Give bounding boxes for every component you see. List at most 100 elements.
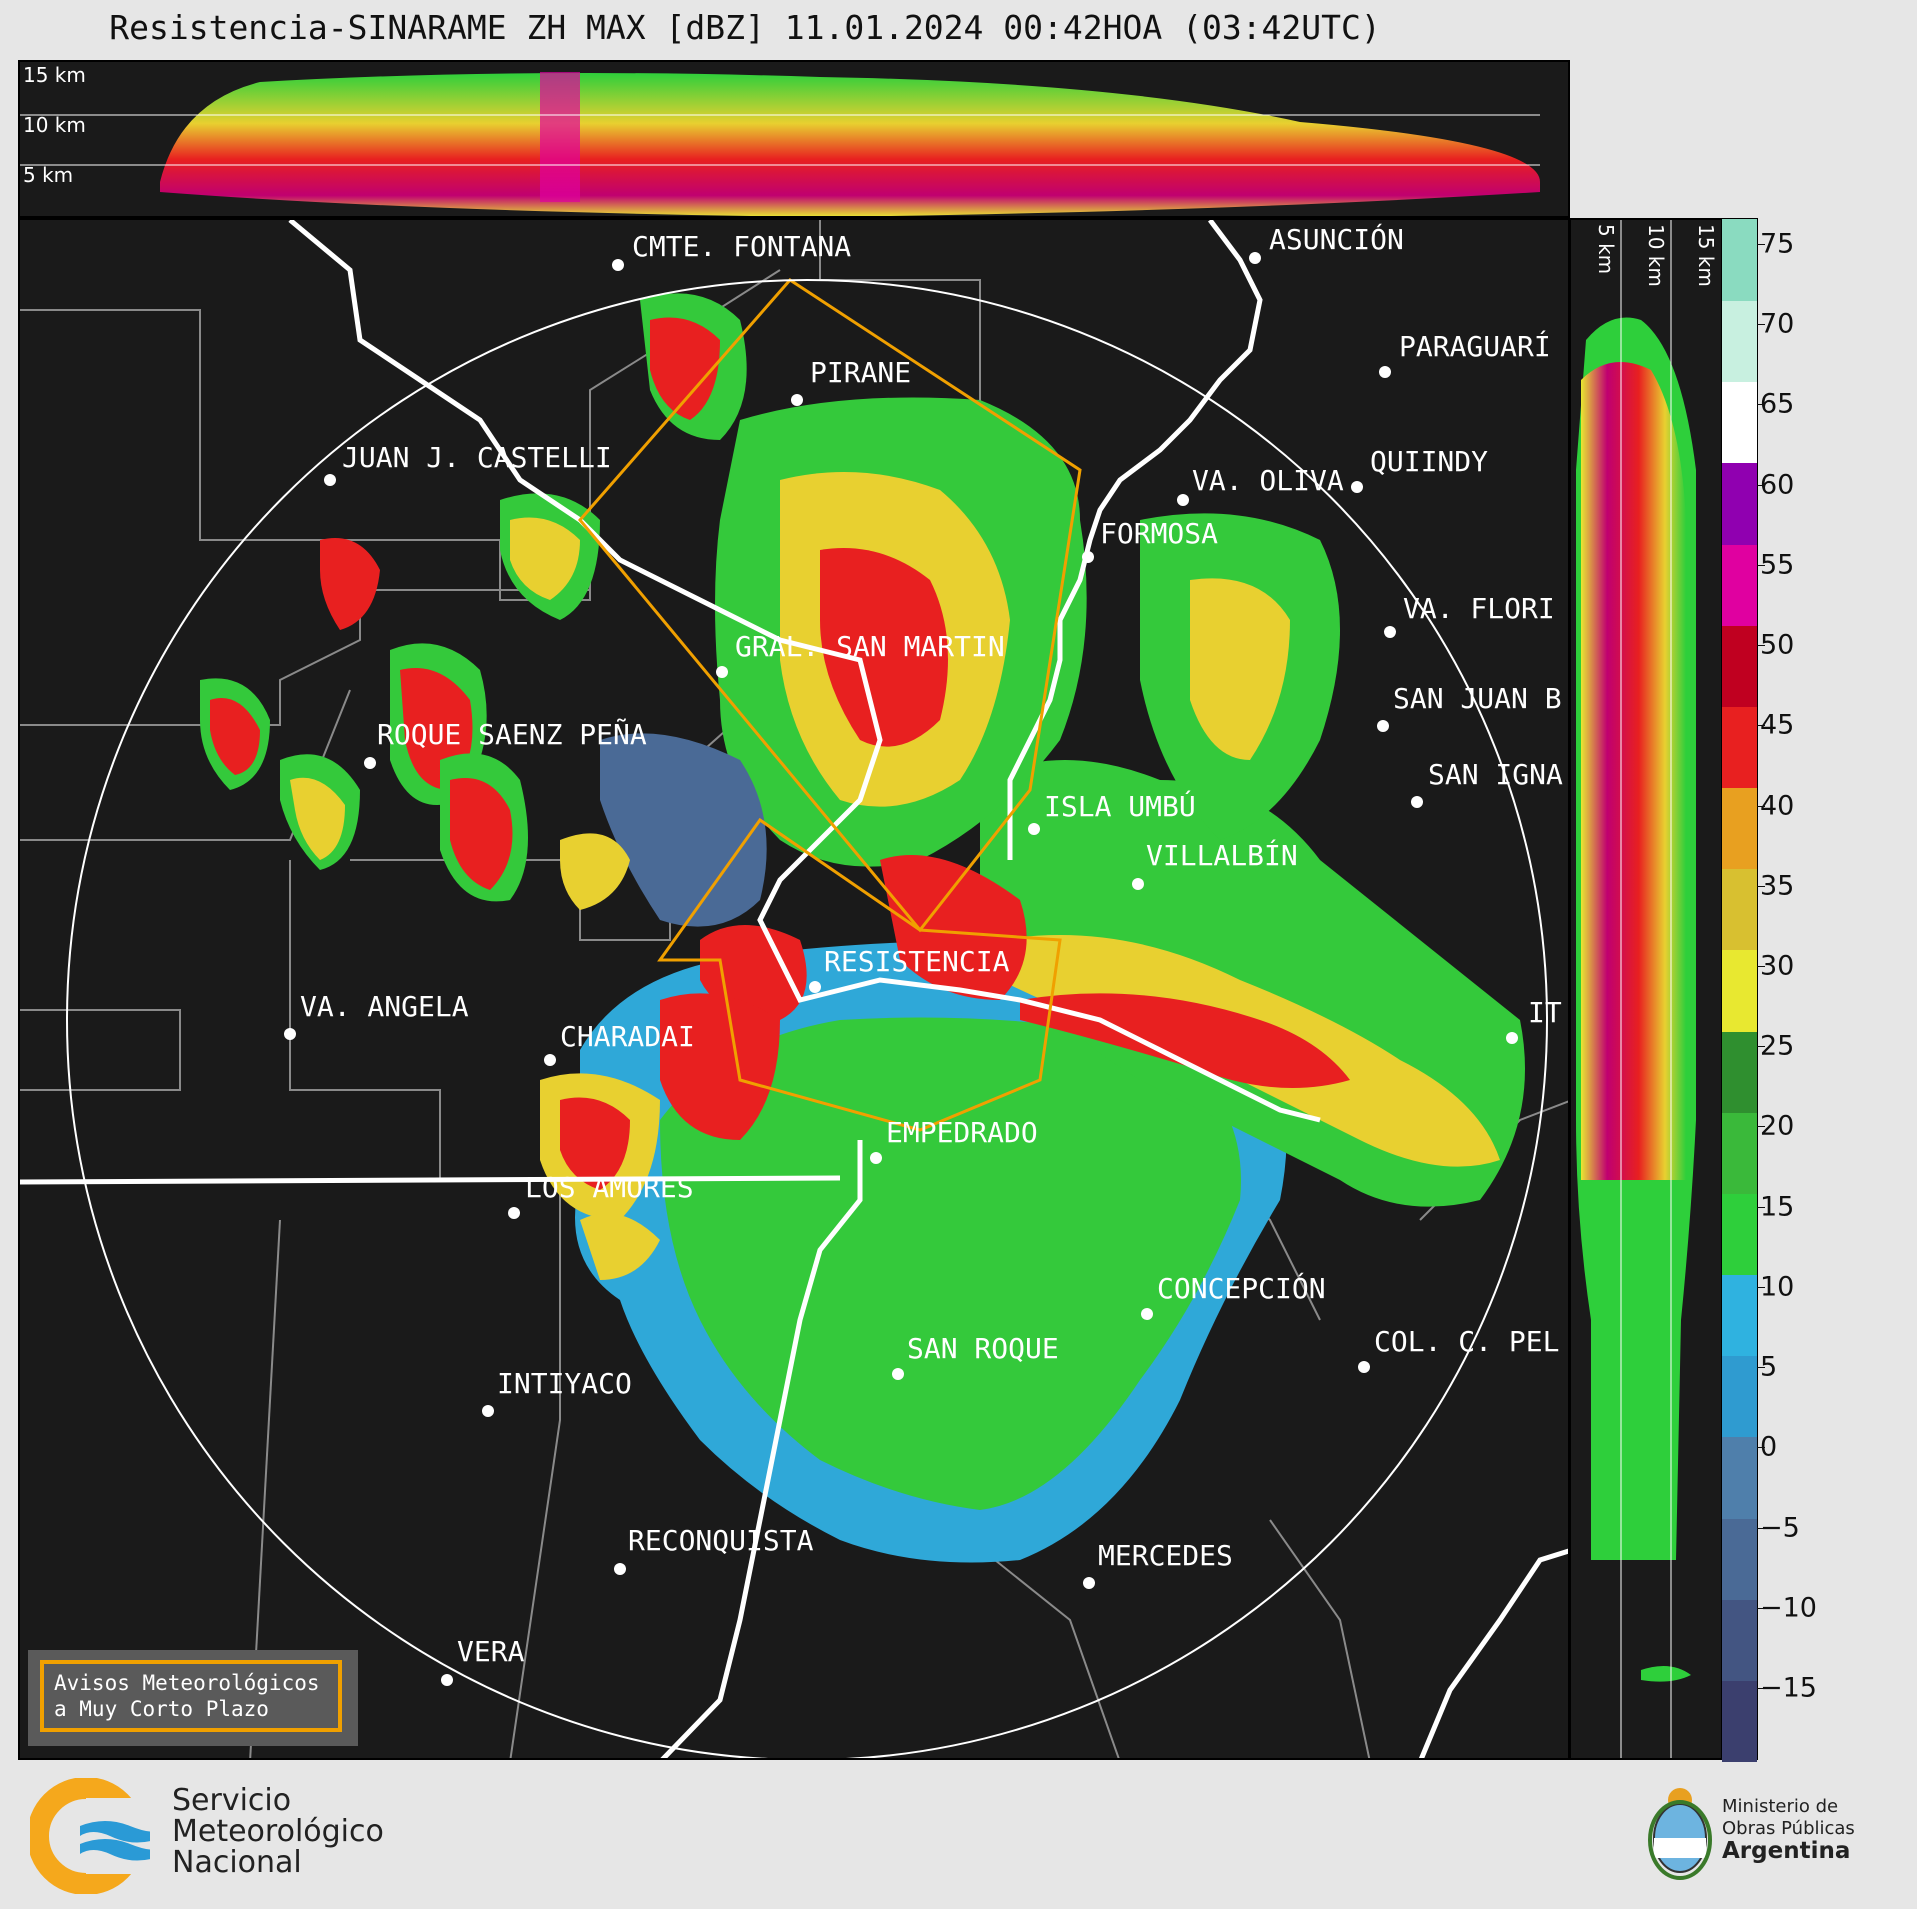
- radar-map-panel: CMTE. FONTANA ASUNCIÓN PARAGUARÍ PIRANE …: [18, 218, 1570, 1760]
- ministry-name: Ministerio de Obras Públicas Argentina: [1722, 1796, 1855, 1864]
- city-juan-j-castelli: JUAN J. CASTELLI: [324, 441, 612, 486]
- colorbar-tick: [1757, 244, 1765, 245]
- colorbar-tick: [1757, 805, 1765, 807]
- city-paraguari: PARAGUARÍ: [1379, 329, 1551, 378]
- svg-text:GRAL. SAN MARTIN: GRAL. SAN MARTIN: [735, 630, 1005, 663]
- smn-line3: Nacional: [172, 1845, 302, 1880]
- colorbar-tick: [1757, 1367, 1765, 1369]
- svg-text:VA. OLIVA: VA. OLIVA: [1192, 464, 1344, 497]
- colorbar-tick: [1757, 885, 1765, 887]
- svg-text:FORMOSA: FORMOSA: [1100, 517, 1218, 550]
- city-vera: VERA: [441, 1635, 525, 1686]
- city-quiindy: QUIINDY: [1351, 445, 1488, 493]
- city-los-amores: LOS AMORES: [508, 1171, 694, 1219]
- city-gral-san-martin: GRAL. SAN MARTIN: [716, 630, 1005, 678]
- top-alt-5: 5 km: [23, 163, 73, 187]
- svg-text:IT: IT: [1528, 996, 1562, 1029]
- city-roque-saenz-pena: ROQUE SAENZ PEÑA: [364, 717, 647, 769]
- top-cross-section-panel: 15 km 10 km 5 km: [18, 60, 1570, 218]
- ministry-line3: Argentina: [1722, 1838, 1851, 1864]
- svg-text:INTIYACO: INTIYACO: [497, 1367, 632, 1400]
- svg-text:RESISTENCIA: RESISTENCIA: [824, 945, 1010, 978]
- warning-polygons: [578, 278, 1082, 1132]
- colorbar-tick: [1757, 966, 1765, 967]
- city-markers: CMTE. FONTANA ASUNCIÓN PARAGUARÍ PIRANE …: [284, 222, 1563, 1686]
- colorbar-band: [1722, 1274, 1757, 1357]
- range-ring: [66, 279, 1548, 1758]
- colorbar-tick: [1757, 1126, 1765, 1128]
- colorbar-band: [1722, 1598, 1757, 1681]
- colorbar-tick-label: 60: [1760, 469, 1795, 501]
- colorbar-band: [1722, 1355, 1757, 1438]
- svg-text:CMTE. FONTANA: CMTE. FONTANA: [632, 230, 851, 263]
- colorbar-band: [1722, 219, 1757, 302]
- colorbar-tick-label: 15: [1760, 1191, 1795, 1223]
- colorbar-tick-label: 35: [1760, 870, 1795, 902]
- city-mercedes: MERCEDES: [1083, 1539, 1233, 1589]
- dbz-colorbar: [1721, 218, 1758, 1762]
- svg-text:EMPEDRADO: EMPEDRADO: [886, 1116, 1038, 1149]
- top-alt-15: 15 km: [23, 63, 86, 87]
- top-cross-section-plot: 15 km 10 km 5 km: [20, 63, 1540, 216]
- colorbar-tick: [1757, 645, 1765, 647]
- colorbar-tick-label: −10: [1760, 1592, 1817, 1624]
- colorbar-band: [1722, 1517, 1757, 1600]
- colorbar-band: [1722, 705, 1757, 789]
- argentina-coat-of-arms-icon: [1645, 1780, 1715, 1880]
- warnings-legend-frame: Avisos Meteorológicos a Muy Corto Plazo: [40, 1660, 342, 1732]
- city-cmte-fontana: CMTE. FONTANA: [612, 230, 851, 271]
- rivers: [20, 220, 1568, 1758]
- colorbar-tick: [1757, 484, 1765, 486]
- city-san-juan-b: SAN JUAN B: [1377, 682, 1562, 732]
- svg-text:SAN JUAN B: SAN JUAN B: [1393, 682, 1562, 715]
- svg-text:PARAGUARÍ: PARAGUARÍ: [1399, 329, 1551, 363]
- side-alt-15: 15 km: [1694, 224, 1718, 287]
- svg-text:ISLA UMBÚ: ISLA UMBÚ: [1044, 789, 1196, 823]
- colorbar-tick-label: −15: [1760, 1672, 1817, 1704]
- city-formosa: FORMOSA: [1082, 517, 1218, 563]
- colorbar-tick: [1757, 1286, 1765, 1288]
- city-villalbin: VILLALBÍN: [1132, 838, 1298, 890]
- city-empedrado: EMPEDRADO: [870, 1116, 1038, 1164]
- svg-text:QUIINDY: QUIINDY: [1370, 445, 1488, 478]
- colorbar-band: [1722, 1436, 1757, 1519]
- colorbar-tick-label: 5: [1760, 1351, 1778, 1383]
- colorbar-tick-label: 65: [1760, 388, 1795, 420]
- city-isla-umbu: ISLA UMBÚ: [1028, 789, 1196, 835]
- city-it: IT: [1506, 996, 1562, 1044]
- svg-text:LOS AMORES: LOS AMORES: [525, 1171, 694, 1204]
- colorbar-tick: [1757, 725, 1765, 727]
- svg-text:CONCEPCIÓN: CONCEPCIÓN: [1157, 1271, 1326, 1305]
- side-alt-5: 5 km: [1594, 224, 1618, 274]
- city-san-igna: SAN IGNA: [1411, 758, 1563, 808]
- colorbar-tick-label: 50: [1760, 629, 1795, 661]
- svg-text:PIRANE: PIRANE: [810, 356, 911, 389]
- ministry-line1: Ministerio de: [1722, 1796, 1839, 1817]
- colorbar-band: [1722, 1679, 1757, 1762]
- side-alt-10: 10 km: [1644, 224, 1668, 287]
- colorbar-tick-label: 25: [1760, 1030, 1795, 1062]
- colorbar-band: [1722, 300, 1757, 383]
- colorbar-tick-label: 75: [1760, 228, 1795, 260]
- colorbar-band: [1722, 787, 1757, 870]
- city-va-flori: VA. FLORI: [1384, 592, 1555, 638]
- city-resistencia: RESISTENCIA: [809, 945, 1010, 993]
- colorbar-tick: [1757, 324, 1765, 326]
- colorbar-tick-label: 70: [1760, 308, 1795, 340]
- city-pirane: PIRANE: [791, 356, 911, 406]
- colorbar-tick-label: 20: [1760, 1110, 1795, 1142]
- side-cross-section-panel: 5 km 10 km 15 km: [1569, 218, 1723, 1760]
- colorbar-tick: [1757, 1046, 1765, 1048]
- city-reconquista: RECONQUISTA: [614, 1524, 814, 1575]
- svg-text:VILLALBÍN: VILLALBÍN: [1146, 838, 1298, 872]
- colorbar-band: [1722, 381, 1757, 464]
- top-alt-10: 10 km: [23, 113, 86, 137]
- svg-text:CHARADAI: CHARADAI: [560, 1020, 695, 1053]
- svg-text:VERA: VERA: [457, 1635, 525, 1668]
- smn-line2: Meteorológico: [172, 1814, 384, 1849]
- svg-text:VA. ANGELA: VA. ANGELA: [300, 990, 469, 1023]
- colorbar-tick: [1757, 1527, 1765, 1529]
- colorbar-tick: [1757, 1688, 1765, 1689]
- warnings-legend: Avisos Meteorológicos a Muy Corto Plazo: [28, 1650, 358, 1746]
- colorbar-band: [1722, 462, 1757, 545]
